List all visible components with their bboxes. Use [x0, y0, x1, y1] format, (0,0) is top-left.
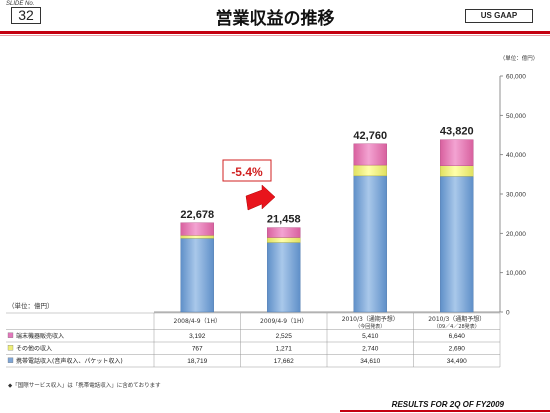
footnote: ◆「国際サービス収入」は「携帯電話収入」に含めております [8, 381, 161, 389]
total-label: 43,820 [440, 126, 474, 138]
data-label: 34,490 [447, 358, 467, 365]
x-tick-sublabel: （09／4／28発表） [434, 323, 480, 330]
gaap-badge: US GAAP [465, 9, 533, 23]
data-label: 3,192 [189, 333, 206, 340]
data-label: 18,719 [187, 358, 207, 365]
growth-arrow-icon [245, 184, 276, 211]
unit-label-left: （単位：億円） [8, 301, 54, 310]
footer-caption: RESULTS FOR 2Q OF FY2009 [391, 400, 504, 409]
unit-label-top: （単位：億円） [500, 54, 539, 62]
data-label: 1,271 [276, 345, 293, 352]
bar-segment [267, 237, 301, 243]
x-tick-label: 2009/4-9（1H） [260, 318, 307, 325]
bar-segment [440, 165, 474, 177]
legend-swatch [7, 345, 14, 351]
x-tick-label: 2010/3（通期予想） [342, 315, 399, 323]
total-label: 21,458 [267, 214, 301, 226]
bar-segment [267, 227, 301, 238]
data-label: 6,640 [449, 333, 466, 340]
data-label: 767 [192, 345, 203, 352]
legend-label: 端末機器販売収入 [16, 332, 64, 340]
x-tick-label: 2010/3（通期予想） [428, 315, 485, 323]
data-label: 2,690 [449, 345, 466, 352]
growth-callout-box [222, 159, 272, 182]
footer-rule [340, 410, 550, 412]
y-tick-label: 30,000 [506, 192, 526, 199]
bar-segment [180, 222, 214, 236]
data-table: 2008/4-9（1H） 2009/4-9（1H） 2010/3（通期予想）（今回発… [6, 312, 501, 368]
data-label: 17,662 [274, 358, 294, 365]
y-tick-label: 40,000 [506, 152, 526, 159]
y-tick-label: 20,000 [506, 231, 526, 238]
slide-number-label: SLIDE No. [6, 1, 35, 7]
data-label: 34,610 [360, 358, 380, 365]
bar-segment [353, 164, 387, 177]
bar-segment [353, 143, 387, 166]
x-tick-label: 2008/4-9（1H） [174, 318, 221, 325]
legend-swatch [7, 332, 14, 338]
total-label: 22,678 [180, 209, 214, 221]
data-label: 2,525 [276, 333, 293, 340]
bar-segment [440, 176, 474, 313]
total-label: 42,760 [353, 130, 387, 142]
bar-segment [353, 175, 387, 313]
bar-segment [267, 242, 301, 313]
bar-segment [180, 235, 214, 239]
header-rule-secondary [0, 35, 550, 36]
slide-number: 32 [11, 7, 41, 24]
bar-segment [180, 238, 214, 313]
growth-callout-text: -5.4% [231, 165, 263, 179]
growth-callout: -5.4% [222, 159, 276, 211]
plot-area: 0 10,000 20,000 30,000 40,000 50,000 60,000 22,… [154, 74, 526, 317]
legend-swatch [7, 357, 14, 363]
legend-label: その他の収入 [16, 344, 52, 352]
y-tick-label: 50,000 [506, 113, 526, 120]
page-title: 営業収益の推移 [215, 9, 335, 29]
x-tick-sublabel: （今回発表） [355, 323, 385, 330]
y-tick-label: 60,000 [506, 74, 526, 81]
data-label: 2,740 [362, 345, 379, 352]
y-tick-label: 10,000 [506, 270, 526, 277]
legend-label: 携帯電話収入(音声収入、パケット収入) [16, 357, 123, 365]
header-rule [0, 31, 550, 34]
data-label: 5,410 [362, 333, 379, 340]
y-tick-label: 0 [506, 310, 510, 317]
bar-segment [440, 139, 474, 166]
